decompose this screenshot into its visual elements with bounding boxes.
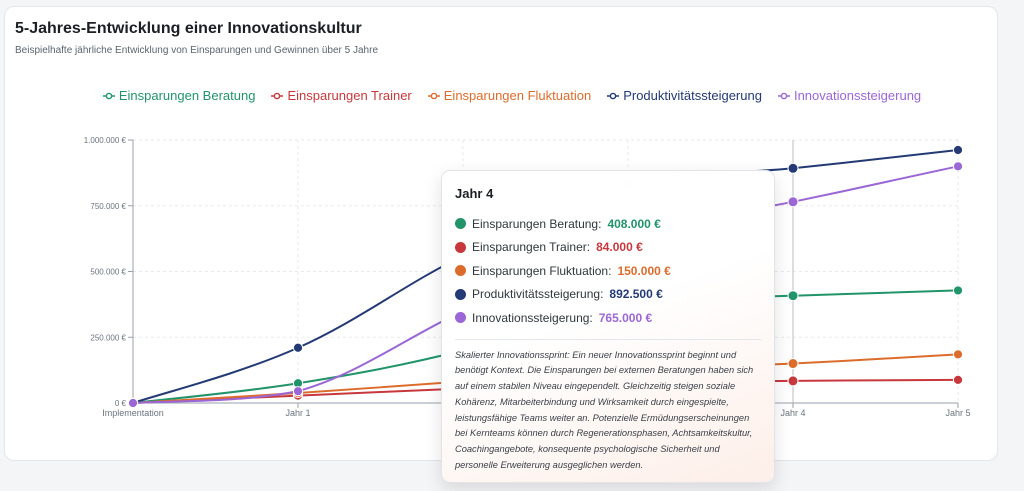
legend-label: Einsparungen Beratung (118, 88, 256, 103)
legend-line-marker-icon (607, 92, 620, 99)
tooltip-row: Innovationssteigerung: 765.000 € (455, 306, 761, 330)
data-point-produktivitätssteigerung[interactable] (292, 342, 304, 353)
tooltip-row-value: 150.000 € (617, 263, 671, 278)
data-point-einsparungen-trainer[interactable] (787, 375, 799, 387)
tooltip-row-label: Innovationssteigerung: (472, 310, 593, 325)
data-point-einsparungen-fluktuation[interactable] (952, 349, 964, 360)
data-point-einsparungen-trainer[interactable] (952, 374, 964, 385)
legend-label: Einsparungen Fluktuation (443, 88, 592, 103)
tooltip-row-value: 408.000 € (607, 216, 661, 231)
data-point-einsparungen-beratung[interactable] (952, 285, 964, 296)
page-title: 5-Jahres-Entwicklung einer Innovationsku… (15, 20, 362, 37)
legend-item[interactable]: Einsparungen Beratung (102, 88, 256, 103)
tooltip-title: Jahr 4 (455, 186, 494, 201)
tooltip-row: Produktivitätssteigerung: 892.500 € (455, 283, 761, 307)
tooltip-row-label: Produktivitätssteigerung: (472, 287, 604, 302)
tooltip-row-value: 765.000 € (598, 310, 653, 325)
tooltip-row: Einsparungen Trainer: 84.000 € (455, 236, 761, 260)
page-subtitle: Beispielhafte jährliche Entwicklung von … (15, 45, 379, 56)
chart-tooltip: Jahr 4 Einsparungen Beratung: 408.000 € Ei… (441, 170, 775, 483)
legend-line-marker-icon (427, 92, 440, 99)
chart-legend: Einsparungen Beratung Einsparungen Traine… (0, 88, 1024, 103)
legend-line-marker-icon (271, 92, 284, 99)
series-dot-icon (455, 288, 466, 300)
data-point-einsparungen-beratung[interactable] (787, 290, 799, 302)
series-dot-icon (455, 265, 466, 277)
tooltip-rows: Einsparungen Beratung: 408.000 € Einsparun… (455, 212, 761, 330)
y-tick-label: 0 € (115, 399, 127, 408)
tooltip-description: Skalierter Innovationssprint: Ein neuer … (455, 349, 754, 471)
x-tick-label: Jahr 5 (945, 408, 970, 418)
y-tick-label: 250.000 € (90, 333, 126, 342)
y-tick-label: 1.000.000 € (84, 136, 127, 145)
series-dot-icon (455, 241, 466, 253)
legend-line-marker-icon (102, 92, 115, 99)
data-point-produktivitätssteigerung[interactable] (952, 144, 964, 156)
legend-item[interactable]: Einsparungen Fluktuation (427, 88, 592, 103)
data-point-innovationssteigerung[interactable] (127, 397, 139, 409)
legend-item[interactable]: Innovationssteigerung (777, 88, 922, 103)
legend-label: Innovationssteigerung (793, 88, 922, 103)
data-point-innovationssteigerung[interactable] (952, 161, 964, 172)
x-tick-label: Jahr 4 (780, 408, 805, 418)
legend-item[interactable]: Produktivitätssteigerung (607, 88, 762, 103)
y-tick-label: 500.000 € (90, 268, 126, 277)
tooltip-row-value: 892.500 € (609, 287, 663, 302)
y-tick-label: 750.000 € (90, 202, 126, 211)
data-point-innovationssteigerung[interactable] (787, 196, 799, 208)
series-dot-icon (455, 218, 466, 230)
data-point-einsparungen-fluktuation[interactable] (787, 358, 799, 370)
x-tick-label: Implementation (102, 408, 164, 418)
tooltip-row-label: Einsparungen Fluktuation: (472, 263, 612, 278)
tooltip-row-label: Einsparungen Trainer: (472, 240, 591, 255)
legend-item[interactable]: Einsparungen Trainer (271, 88, 412, 103)
legend-label: Einsparungen Trainer (287, 88, 412, 103)
data-point-produktivitätssteigerung[interactable] (787, 162, 799, 174)
data-point-innovationssteigerung[interactable] (292, 386, 304, 397)
x-tick-label: Jahr 1 (285, 408, 310, 418)
series-dot-icon (455, 312, 466, 324)
legend-label: Produktivitätssteigerung (623, 88, 762, 103)
tooltip-row-value: 84.000 € (596, 240, 643, 255)
legend-line-marker-icon (777, 92, 790, 99)
tooltip-row: Einsparungen Beratung: 408.000 € (455, 212, 761, 236)
tooltip-row-label: Einsparungen Beratung: (472, 216, 602, 231)
tooltip-row: Einsparungen Fluktuation: 150.000 € (455, 259, 761, 283)
tooltip-divider (455, 338, 761, 340)
